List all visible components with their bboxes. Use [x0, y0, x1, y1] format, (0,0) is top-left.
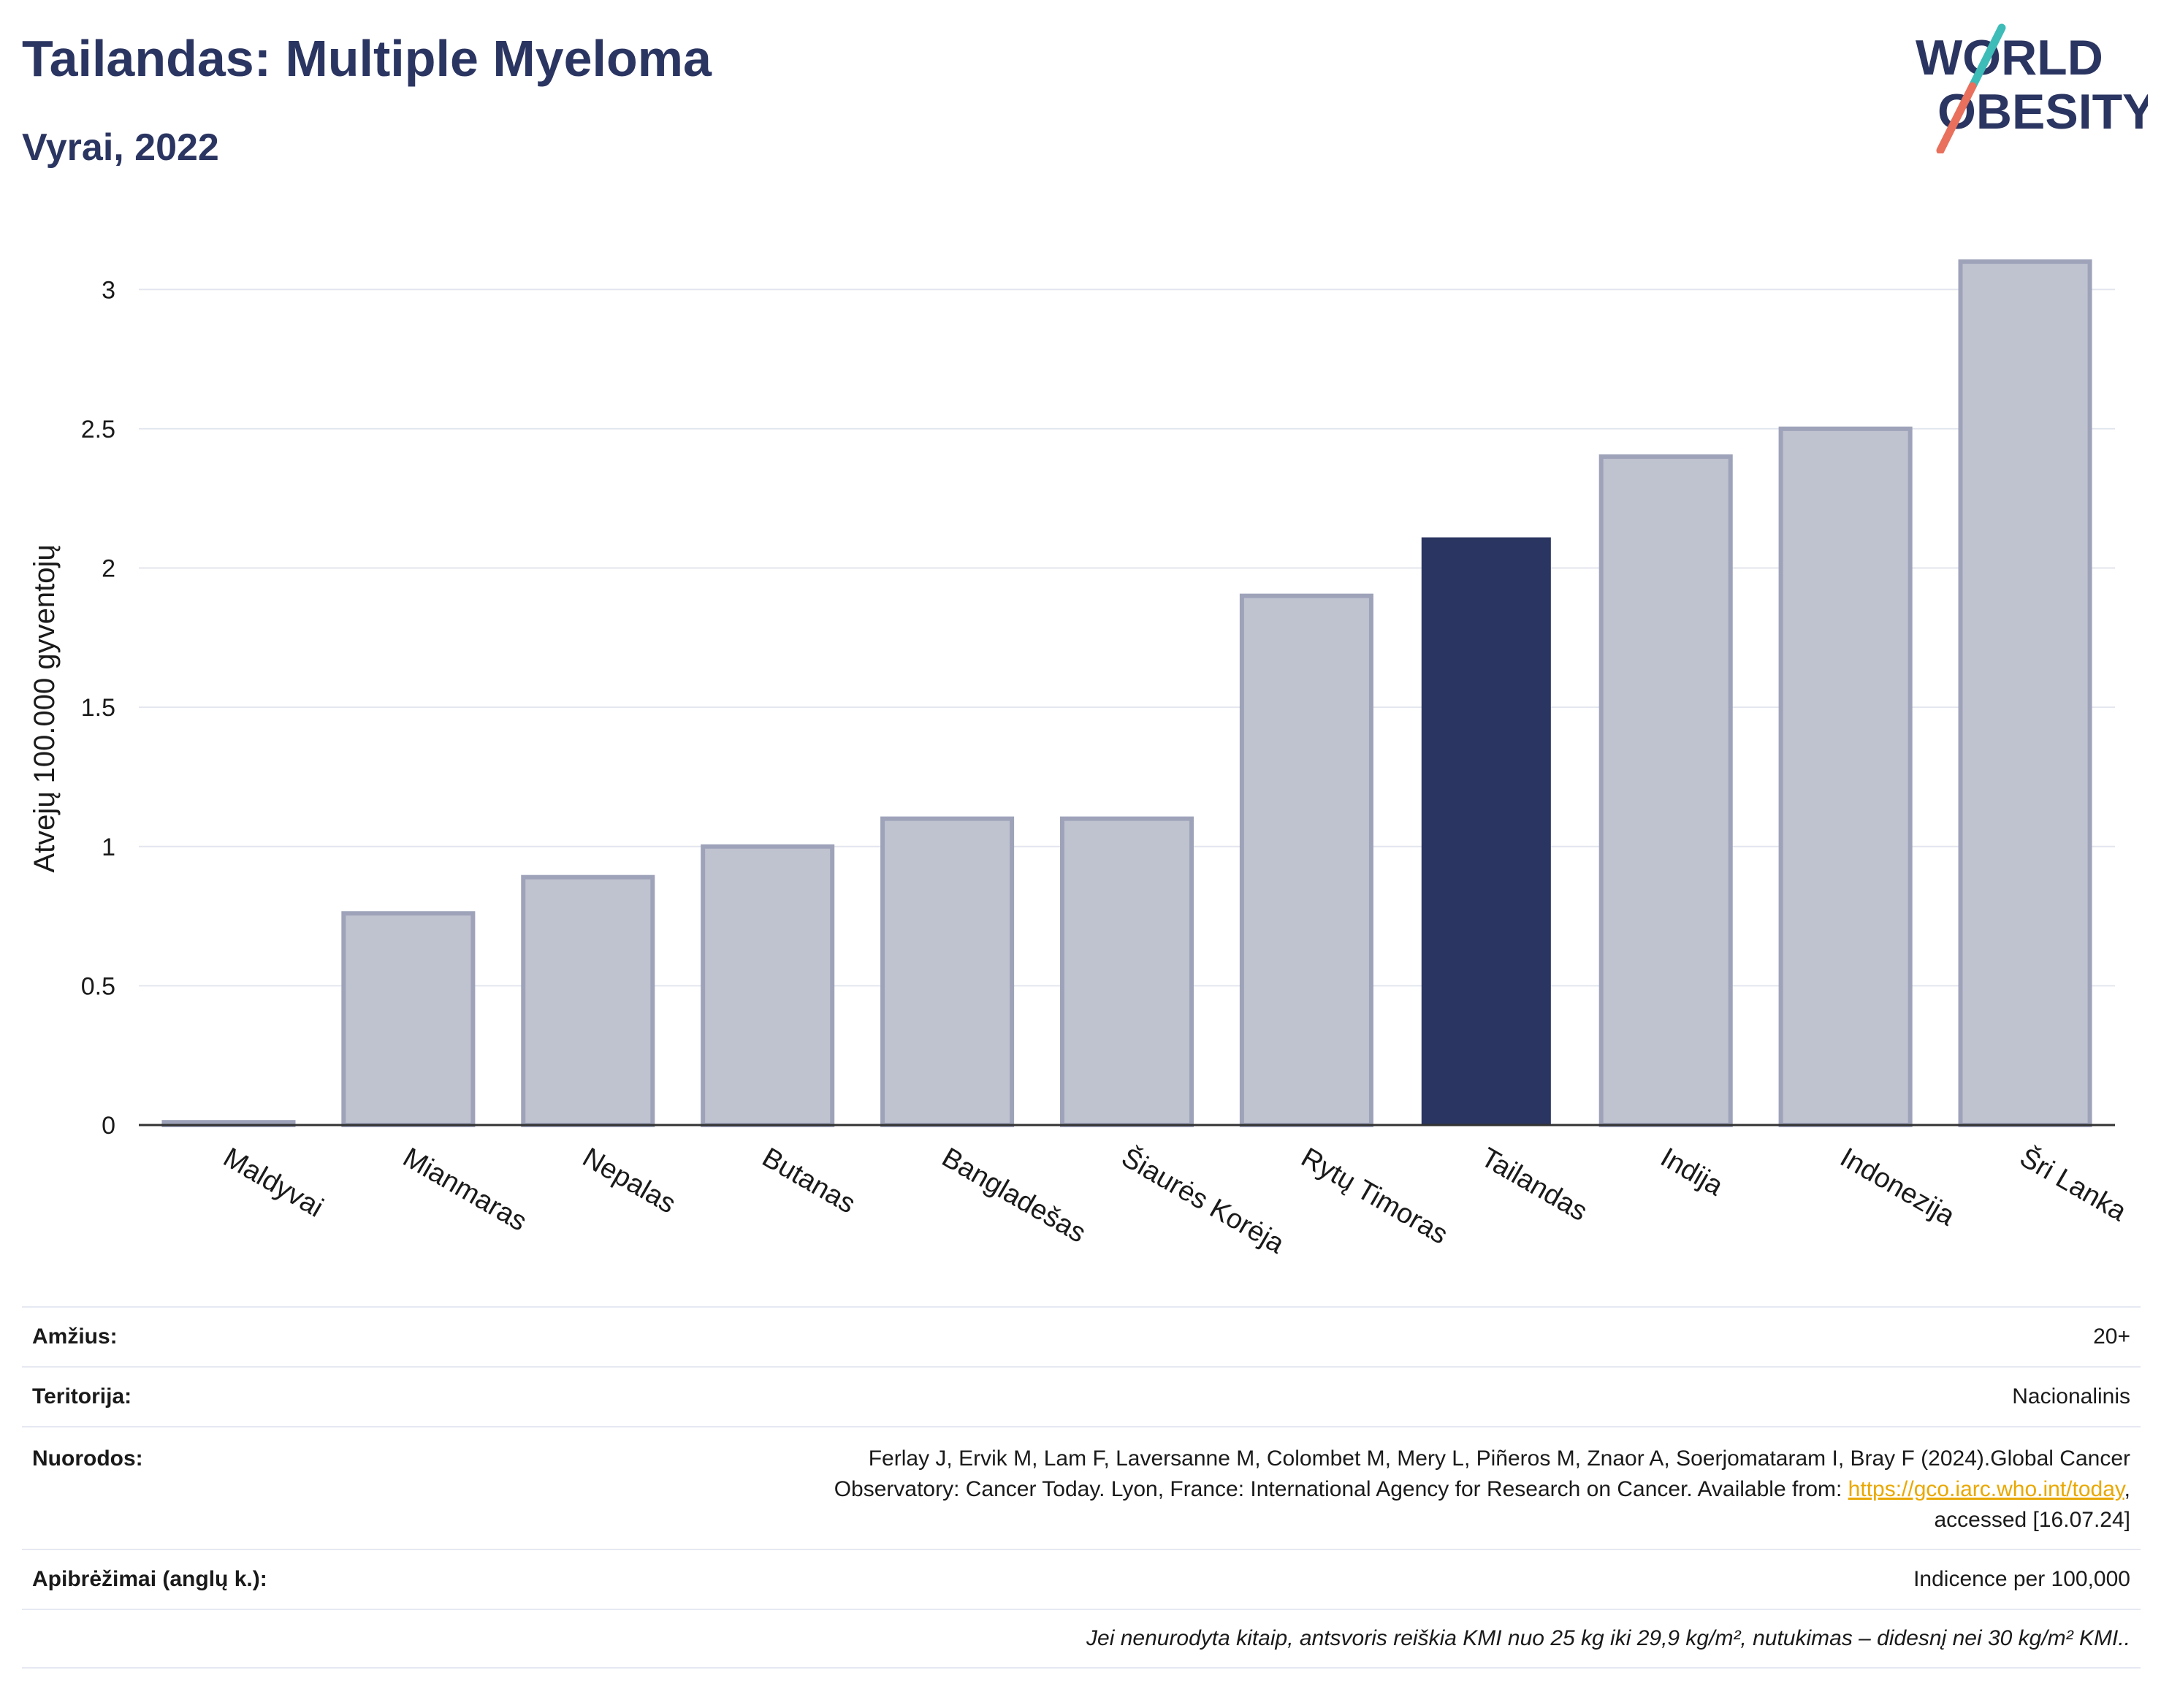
chart-subtitle: Vyrai, 2022 — [22, 126, 219, 169]
bar — [1778, 426, 1913, 1127]
footer-key-territory: Teritorija: — [32, 1384, 132, 1408]
x-tick-label: Indonezija — [1835, 1142, 1961, 1232]
x-tick-label: Bangladešas — [937, 1142, 1091, 1248]
y-tick-label: 2 — [102, 555, 115, 583]
footer-value-age: 20+ — [2093, 1324, 2130, 1349]
x-tick-label: Butanas — [757, 1142, 861, 1219]
y-tick-label: 1.5 — [81, 694, 115, 722]
x-tick-label: Tailandas — [1476, 1142, 1593, 1227]
x-tick-label: Rytų Timoras — [1296, 1142, 1453, 1250]
logo-slash-top — [1968, 23, 2006, 91]
bar — [341, 911, 476, 1127]
footer-value-references: Ferlay J, Ervik M, Lam F, Laversanne M, … — [834, 1444, 2130, 1536]
world-obesity-logo: WORLD OBESITY — [1899, 22, 2148, 153]
chart-title: Tailandas: Multiple Myeloma — [22, 30, 712, 87]
bar-chart: 0 0.5 1 1.5 2 2.5 3 Atvejų 100.000 gyventojų Mal… — [28, 259, 2133, 1260]
footer-row-territory: Teritorija: Nacionalinis — [22, 1366, 2141, 1426]
bar — [1239, 593, 1373, 1127]
reference-line2-end: , — [2124, 1477, 2130, 1501]
footer-value-definitions: Indicence per 100,000 — [1913, 1567, 2130, 1591]
footer-value-territory: Nacionalinis — [2012, 1384, 2130, 1408]
x-tick-label: Maldyvai — [218, 1142, 328, 1223]
bar — [701, 844, 835, 1127]
y-axis-label: Atvejų 100.000 gyventojų — [28, 544, 61, 872]
reference-line1: Ferlay J, Ervik M, Lam F, Laversanne M, … — [868, 1446, 2130, 1471]
chart-footer: Amžius: 20+ Teritorija: Nacionalinis Nuo… — [22, 1306, 2141, 1669]
y-tick-label: 2.5 — [81, 416, 115, 443]
footer-row-references: Nuorodos: Ferlay J, Ervik M, Lam F, Lave… — [22, 1426, 2141, 1549]
y-tick-label: 0 — [102, 1112, 115, 1140]
y-tick-label: 0.5 — [81, 972, 115, 1000]
footer-row-age: Amžius: 20+ — [22, 1306, 2141, 1366]
reference-line3: accessed [16.07.24] — [1934, 1508, 2130, 1532]
footer-key-references: Nuorodos: — [32, 1446, 143, 1471]
reference-line2: Observatory: Cancer Today. Lyon, France:… — [834, 1477, 1848, 1501]
footer-note: Jei nenurodyta kitaip, antsvoris reiškia… — [1086, 1626, 2130, 1650]
x-tick-label: Šiaurės Korėja — [1116, 1141, 1291, 1260]
bar — [880, 816, 1015, 1127]
bar — [521, 874, 655, 1127]
y-tick-label: 3 — [102, 276, 115, 304]
reference-link[interactable]: https://gco.iarc.who.int/today — [1848, 1477, 2124, 1501]
footer-row-note: Jei nenurodyta kitaip, antsvoris reiškia… — [22, 1609, 2141, 1669]
footer-row-definitions: Apibrėžimai (anglų k.): Indicence per 10… — [22, 1549, 2141, 1609]
bar — [1059, 816, 1194, 1127]
logo-line1: WORLD — [1916, 30, 2103, 85]
footer-key-age: Amžius: — [32, 1324, 118, 1349]
bar-highlighted — [1421, 537, 1551, 1125]
bar — [1598, 454, 1733, 1127]
x-tick-label: Nepalas — [577, 1142, 681, 1219]
footer-key-definitions: Apibrėžimai (anglų k.): — [32, 1567, 267, 1591]
bar — [1958, 259, 2092, 1127]
world-obesity-slash-logo-icon: WORLD OBESITY — [1916, 23, 2148, 153]
y-tick-label: 1 — [102, 834, 115, 861]
logo-slash-bottom — [1936, 82, 1977, 153]
x-tick-label: Mianmaras — [397, 1142, 532, 1237]
x-tick-label: Šri Lanka — [2015, 1141, 2133, 1228]
x-tick-label: Indija — [1655, 1142, 1729, 1202]
